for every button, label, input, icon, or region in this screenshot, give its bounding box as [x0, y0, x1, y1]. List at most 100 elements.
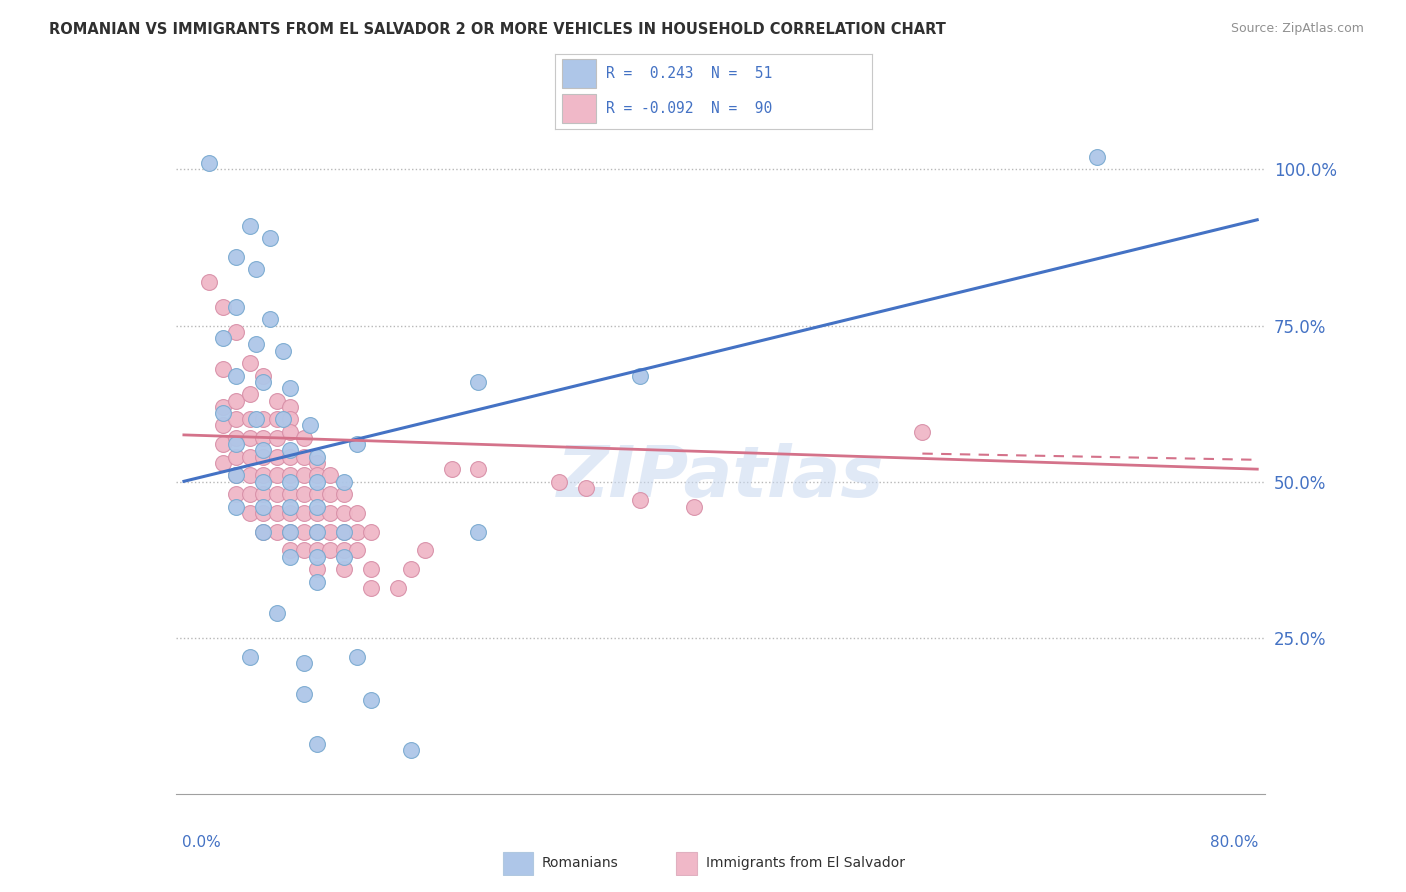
Point: [319, 543, 342, 558]
Bar: [562, 95, 596, 123]
Point: [245, 412, 267, 426]
Point: [333, 506, 356, 520]
Point: [239, 649, 262, 664]
Point: [252, 475, 274, 489]
Text: R = -0.092  N =  90: R = -0.092 N = 90: [606, 102, 772, 116]
Point: [273, 343, 295, 358]
Point: [266, 524, 288, 539]
Point: [1085, 150, 1108, 164]
Point: [299, 418, 322, 433]
Point: [211, 331, 233, 345]
Point: [305, 475, 328, 489]
Point: [346, 437, 368, 451]
Point: [399, 743, 422, 757]
Text: Source: ZipAtlas.com: Source: ZipAtlas.com: [1230, 22, 1364, 36]
Point: [628, 368, 651, 383]
Point: [266, 431, 288, 445]
Point: [211, 456, 233, 470]
Point: [278, 412, 301, 426]
Point: [266, 487, 288, 501]
Point: [333, 562, 356, 576]
Point: [198, 156, 221, 170]
Point: [278, 450, 301, 464]
Point: [292, 543, 315, 558]
Point: [266, 606, 288, 620]
Point: [211, 437, 233, 451]
Point: [333, 524, 356, 539]
Point: [225, 368, 247, 383]
Point: [278, 487, 301, 501]
Point: [278, 425, 301, 439]
Point: [292, 487, 315, 501]
Point: [225, 500, 247, 514]
Point: [278, 524, 301, 539]
Point: [225, 325, 247, 339]
Point: [305, 574, 328, 589]
Point: [346, 543, 368, 558]
Point: [305, 468, 328, 483]
Point: [211, 300, 233, 314]
Point: [239, 387, 262, 401]
Point: [211, 418, 233, 433]
Text: ZIPatlas: ZIPatlas: [557, 443, 884, 512]
Point: [273, 412, 295, 426]
Point: [239, 450, 262, 464]
Point: [292, 468, 315, 483]
Point: [278, 549, 301, 564]
Point: [278, 443, 301, 458]
Point: [333, 524, 356, 539]
Point: [225, 468, 247, 483]
Point: [245, 337, 267, 351]
Point: [266, 468, 288, 483]
Point: [292, 687, 315, 701]
Point: [239, 356, 262, 370]
Point: [292, 450, 315, 464]
Point: [239, 487, 262, 501]
Point: [225, 393, 247, 408]
Point: [682, 500, 704, 514]
Point: [225, 437, 247, 451]
Point: [211, 362, 233, 376]
Point: [211, 406, 233, 420]
Point: [266, 450, 288, 464]
Point: [292, 431, 315, 445]
Point: [360, 693, 382, 707]
Point: [278, 506, 301, 520]
Point: [239, 468, 262, 483]
Point: [292, 524, 315, 539]
Point: [548, 475, 571, 489]
Point: [346, 524, 368, 539]
Point: [259, 231, 281, 245]
Point: [305, 562, 328, 576]
Point: [346, 649, 368, 664]
Point: [245, 262, 267, 277]
Point: [266, 412, 288, 426]
Point: [467, 375, 489, 389]
Point: [305, 737, 328, 751]
Text: 0.0%: 0.0%: [183, 835, 221, 850]
Point: [252, 450, 274, 464]
Point: [399, 562, 422, 576]
Point: [292, 656, 315, 670]
Point: [346, 506, 368, 520]
Point: [198, 275, 221, 289]
Point: [305, 450, 328, 464]
Point: [278, 524, 301, 539]
Text: 80.0%: 80.0%: [1211, 835, 1258, 850]
Bar: [562, 59, 596, 87]
Point: [305, 549, 328, 564]
Point: [467, 462, 489, 476]
Point: [278, 500, 301, 514]
Point: [911, 425, 934, 439]
Point: [252, 431, 274, 445]
Point: [278, 475, 301, 489]
Point: [278, 400, 301, 414]
Point: [252, 368, 274, 383]
Point: [333, 543, 356, 558]
Point: [259, 312, 281, 326]
Bar: [503, 852, 533, 875]
Point: [252, 506, 274, 520]
Point: [575, 481, 598, 495]
Point: [628, 493, 651, 508]
Point: [252, 468, 274, 483]
